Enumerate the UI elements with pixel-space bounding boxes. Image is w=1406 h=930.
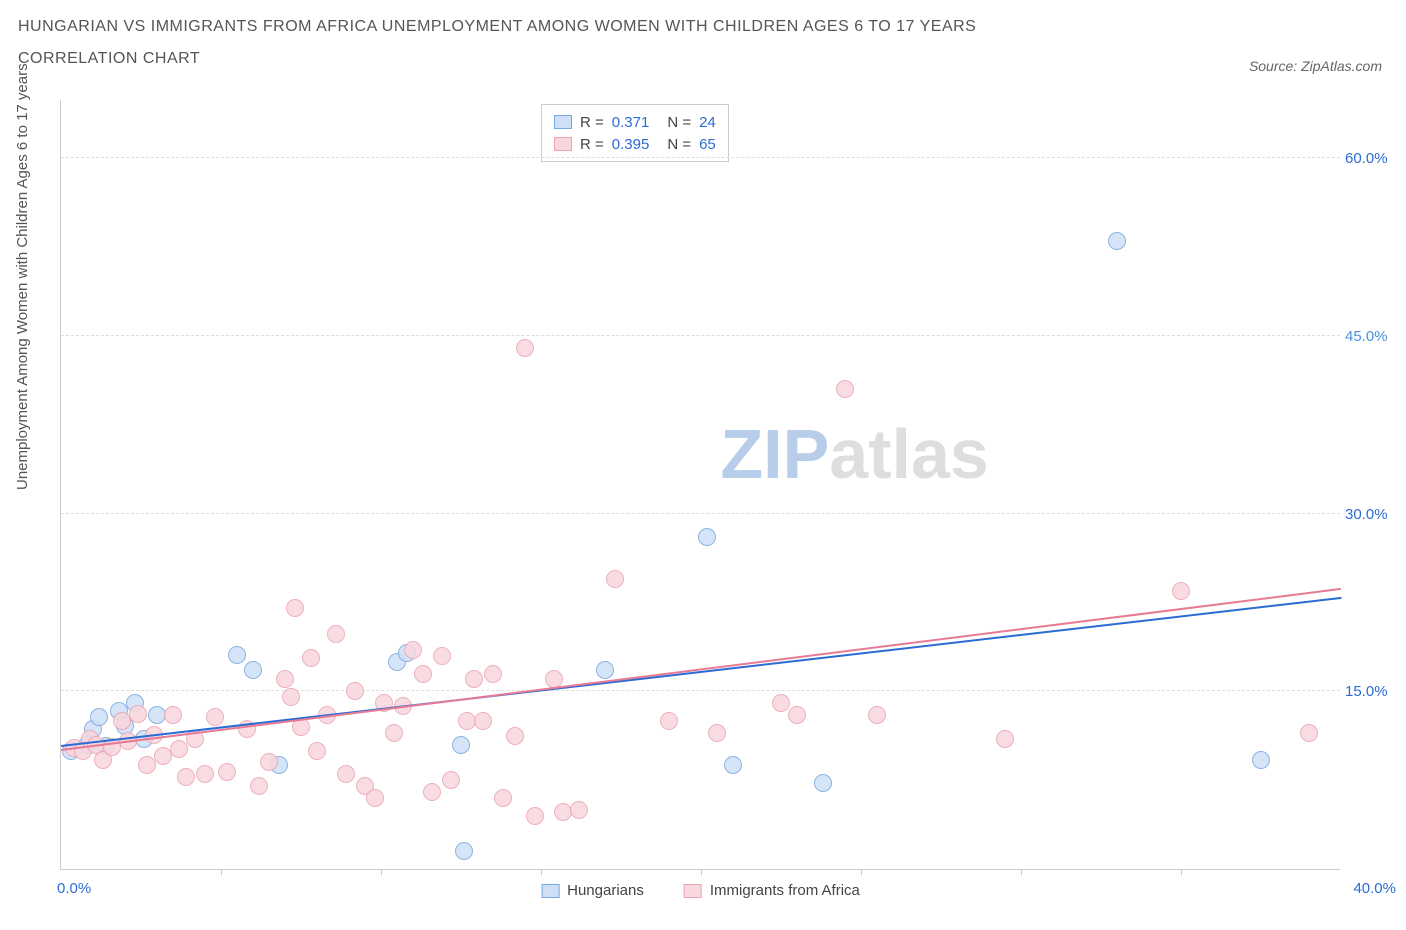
data-point xyxy=(327,625,345,643)
series-swatch xyxy=(554,115,572,129)
legend-swatch xyxy=(684,884,702,898)
data-point xyxy=(1300,724,1318,742)
data-point xyxy=(494,789,512,807)
x-tick-mark xyxy=(381,869,382,875)
data-point xyxy=(206,708,224,726)
data-point xyxy=(606,570,624,588)
x-max-label: 40.0% xyxy=(1353,880,1396,897)
data-point xyxy=(404,641,422,659)
x-tick-mark xyxy=(221,869,222,875)
data-point xyxy=(308,742,326,760)
data-point xyxy=(177,768,195,786)
x-tick-mark xyxy=(701,869,702,875)
data-point xyxy=(260,753,278,771)
data-point xyxy=(423,783,441,801)
data-point xyxy=(442,771,460,789)
data-point xyxy=(346,682,364,700)
data-point xyxy=(996,730,1014,748)
data-point xyxy=(455,842,473,860)
data-point xyxy=(814,774,832,792)
data-point xyxy=(708,724,726,742)
data-point xyxy=(196,765,214,783)
y-tick-label: 15.0% xyxy=(1345,683,1400,700)
data-point xyxy=(302,649,320,667)
chart-title-line1: HUNGARIAN VS IMMIGRANTS FROM AFRICA UNEM… xyxy=(18,18,976,36)
gridline xyxy=(61,513,1340,514)
data-point xyxy=(772,694,790,712)
legend-label: Hungarians xyxy=(567,882,644,899)
y-tick-label: 30.0% xyxy=(1345,506,1400,523)
data-point xyxy=(526,807,544,825)
data-point xyxy=(506,727,524,745)
data-point xyxy=(474,712,492,730)
gridline xyxy=(61,157,1340,158)
x-min-label: 0.0% xyxy=(57,880,91,897)
x-tick-mark xyxy=(1021,869,1022,875)
source-attribution: Source: ZipAtlas.com xyxy=(1249,58,1382,74)
data-point xyxy=(484,665,502,683)
data-point xyxy=(1108,232,1126,250)
y-tick-label: 60.0% xyxy=(1345,150,1400,167)
data-point xyxy=(516,339,534,357)
gridline xyxy=(61,690,1340,691)
data-point xyxy=(286,599,304,617)
data-point xyxy=(868,706,886,724)
series-swatch xyxy=(554,137,572,151)
legend-swatch xyxy=(541,884,559,898)
data-point xyxy=(164,706,182,724)
y-tick-label: 45.0% xyxy=(1345,328,1400,345)
stats-row: R =0.395N =65 xyxy=(554,133,716,155)
data-point xyxy=(337,765,355,783)
gridline xyxy=(61,335,1340,336)
data-point xyxy=(244,661,262,679)
data-point xyxy=(836,380,854,398)
data-point xyxy=(129,705,147,723)
data-point xyxy=(282,688,300,706)
data-point xyxy=(554,803,572,821)
data-point xyxy=(250,777,268,795)
data-point xyxy=(433,647,451,665)
data-point xyxy=(724,756,742,774)
scatter-chart: ZIPatlas R =0.371N =24R =0.395N =65 Hung… xyxy=(60,100,1340,870)
data-point xyxy=(218,763,236,781)
legend-label: Immigrants from Africa xyxy=(710,882,860,899)
data-point xyxy=(276,670,294,688)
legend-item: Immigrants from Africa xyxy=(684,882,860,899)
x-tick-mark xyxy=(541,869,542,875)
data-point xyxy=(385,724,403,742)
watermark: ZIPatlas xyxy=(720,414,988,494)
data-point xyxy=(1172,582,1190,600)
data-point xyxy=(596,661,614,679)
data-point xyxy=(788,706,806,724)
data-point xyxy=(698,528,716,546)
data-point xyxy=(570,801,588,819)
data-point xyxy=(452,736,470,754)
chart-title-line2: CORRELATION CHART xyxy=(18,50,976,68)
data-point xyxy=(366,789,384,807)
data-point xyxy=(90,708,108,726)
x-tick-mark xyxy=(861,869,862,875)
data-point xyxy=(228,646,246,664)
legend-item: Hungarians xyxy=(541,882,644,899)
series-legend: Hungarians Immigrants from Africa xyxy=(541,882,860,899)
y-axis-label: Unemployment Among Women with Children A… xyxy=(14,63,31,490)
data-point xyxy=(414,665,432,683)
data-point xyxy=(170,740,188,758)
stats-row: R =0.371N =24 xyxy=(554,111,716,133)
data-point xyxy=(465,670,483,688)
correlation-stats-box: R =0.371N =24R =0.395N =65 xyxy=(541,104,729,162)
x-tick-mark xyxy=(1181,869,1182,875)
data-point xyxy=(660,712,678,730)
data-point xyxy=(1252,751,1270,769)
